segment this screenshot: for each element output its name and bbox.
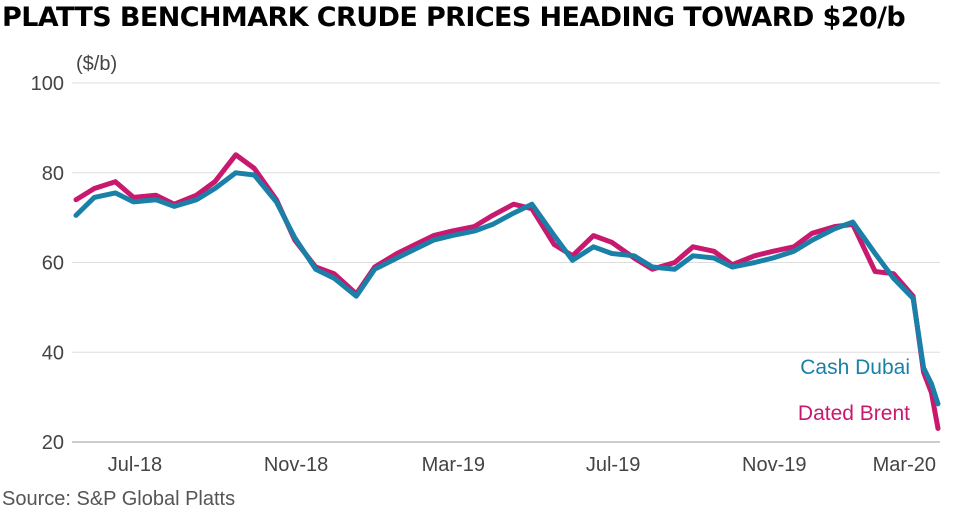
x-tick-label: Mar-20 <box>873 454 936 476</box>
chart-title: PLATTS BENCHMARK CRUDE PRICES HEADING TO… <box>2 2 906 33</box>
y-tick-label: 60 <box>42 253 64 275</box>
source-note: Source: S&P Global Platts <box>2 488 236 510</box>
y-tick-label: 80 <box>42 163 64 185</box>
y-tick-label: 40 <box>42 342 64 364</box>
x-tick-label: Jul-19 <box>586 454 640 476</box>
x-tick-label: Mar-19 <box>422 454 485 476</box>
x-tick-label: Jul-18 <box>108 454 162 476</box>
x-axis-ticks: Jul-18 Nov-18 Mar-19 Jul-19 Nov-19 Mar-20 <box>108 454 936 476</box>
series-label-dated-brent: Dated Brent <box>798 402 910 425</box>
y-tick-label: 100 <box>31 73 64 95</box>
gridlines <box>72 82 940 443</box>
series-labels: Cash Dubai Dated Brent <box>798 356 910 425</box>
y-tick-label: 20 <box>42 432 64 454</box>
x-tick-label: Nov-19 <box>742 454 806 476</box>
y-axis-unit-label: ($/b) <box>76 53 117 75</box>
y-axis-ticks: 20 40 60 80 100 <box>31 73 64 454</box>
series-line-cash-dubai <box>73 170 941 407</box>
series-lines <box>73 152 941 431</box>
x-tick-label: Nov-18 <box>264 454 328 476</box>
series-label-cash-dubai: Cash Dubai <box>800 356 910 379</box>
